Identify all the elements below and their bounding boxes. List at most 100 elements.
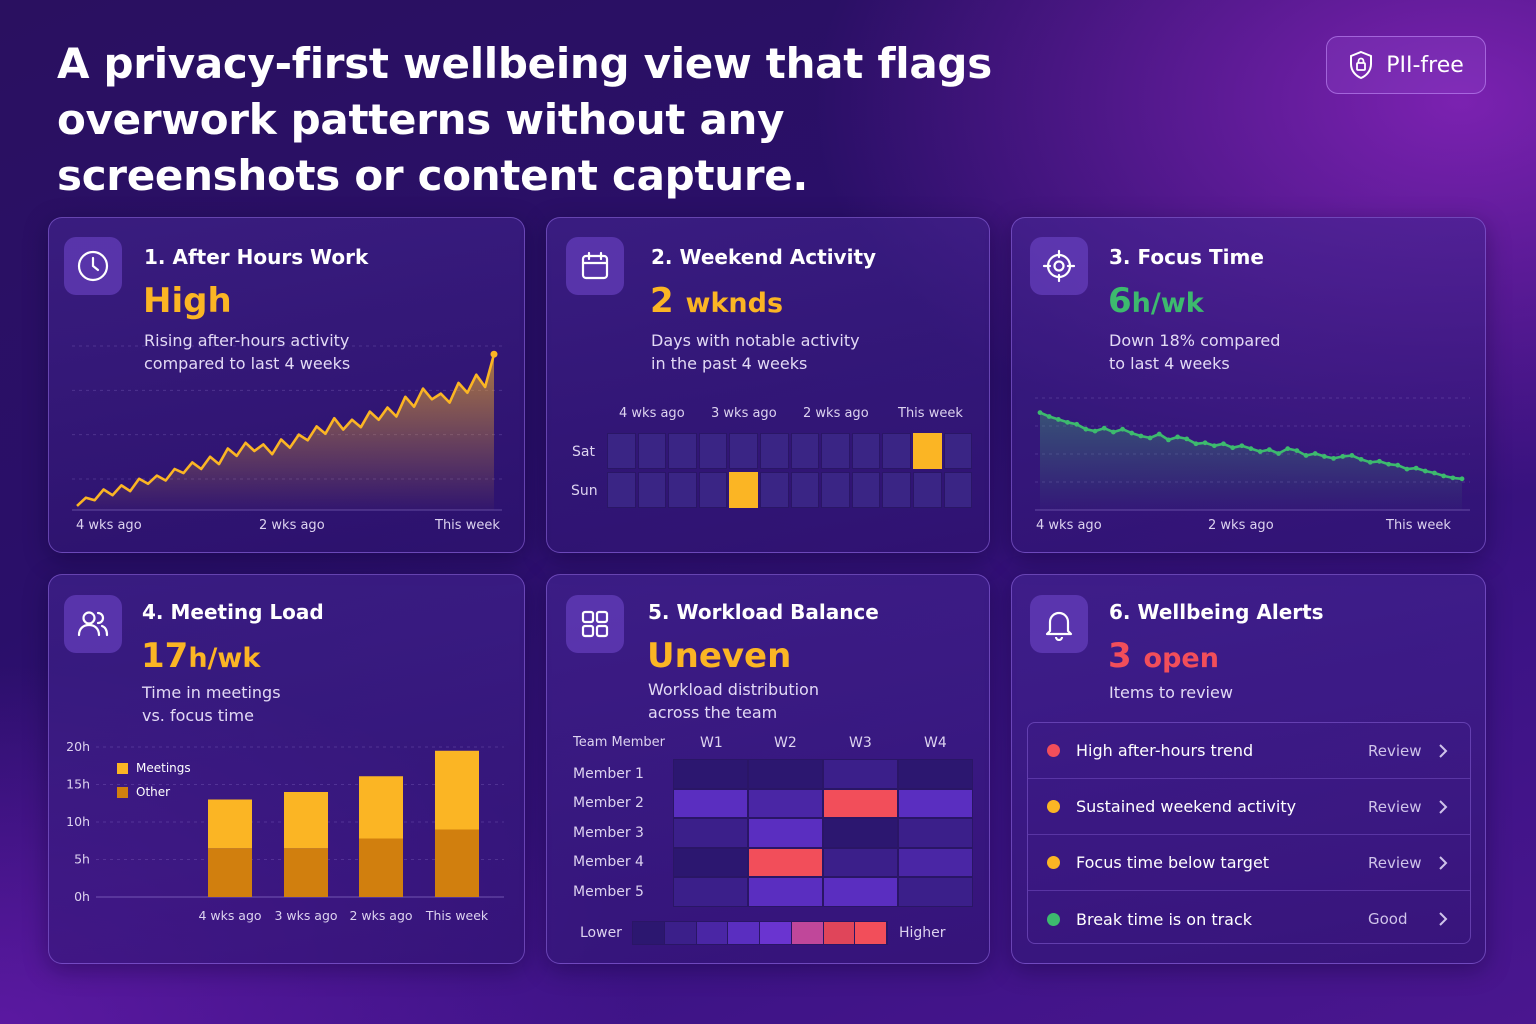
alert-label: Focus time below target bbox=[1076, 853, 1270, 872]
alert-action[interactable]: Review bbox=[1368, 741, 1422, 760]
weekend-cell bbox=[882, 472, 911, 508]
weekend-value-number: 2 bbox=[650, 281, 674, 321]
data-point bbox=[1092, 428, 1098, 434]
focus-trend-chart bbox=[1035, 397, 1470, 511]
x-tick-label: 2 wks ago bbox=[349, 908, 412, 923]
trend-area bbox=[77, 354, 494, 510]
status-dot bbox=[1047, 744, 1060, 757]
weekend-cell bbox=[607, 472, 636, 508]
workload-cell bbox=[823, 759, 898, 789]
workload-cell bbox=[673, 818, 748, 848]
weekend-cell bbox=[729, 433, 758, 469]
weekend-activity-card: 2. Weekend Activity 2 wknds Days with no… bbox=[546, 217, 990, 553]
week-header: W2 bbox=[774, 735, 797, 751]
scale-high-label: Higher bbox=[899, 925, 946, 941]
workload-cell bbox=[673, 788, 748, 818]
data-point bbox=[1221, 441, 1226, 447]
data-point bbox=[1193, 441, 1199, 447]
weekend-cell bbox=[729, 472, 758, 508]
x-tick-label: 4 wks ago bbox=[198, 908, 261, 923]
row-label-sat: Sat bbox=[572, 444, 595, 460]
bar-segment-meetings bbox=[435, 750, 479, 830]
card-title: 1. After Hours Work bbox=[144, 245, 369, 269]
alert-action[interactable]: Review bbox=[1368, 797, 1422, 816]
member-label: Member 4 bbox=[573, 854, 644, 870]
data-point bbox=[1386, 461, 1392, 467]
row-label-sun: Sun bbox=[571, 483, 598, 499]
data-point bbox=[1377, 458, 1382, 464]
data-point bbox=[1257, 449, 1263, 454]
workload-cell bbox=[898, 759, 973, 789]
weekend-cell bbox=[637, 433, 667, 469]
data-point bbox=[1211, 443, 1217, 449]
alert-item[interactable]: Sustained weekend activity Review bbox=[1028, 779, 1470, 835]
axis-label-mid: 2 wks ago bbox=[1208, 518, 1274, 533]
chevron-right-icon[interactable] bbox=[1438, 799, 1470, 815]
y-tick-label: 15h bbox=[66, 777, 90, 792]
people-icon bbox=[64, 595, 122, 653]
data-point bbox=[1266, 447, 1272, 453]
workload-cell bbox=[823, 877, 898, 907]
data-point bbox=[1129, 430, 1135, 436]
scale-swatch bbox=[855, 922, 887, 944]
member-label: Member 3 bbox=[573, 825, 644, 841]
alert-item[interactable]: Break time is on track Good bbox=[1028, 891, 1470, 943]
data-point bbox=[1285, 446, 1291, 452]
week-header: W4 bbox=[924, 735, 947, 751]
bell-icon bbox=[1030, 595, 1088, 653]
y-tick-label: 10h bbox=[66, 814, 90, 829]
x-tick-label: This week bbox=[425, 908, 489, 923]
data-point bbox=[1459, 476, 1465, 482]
workload-cell bbox=[823, 788, 898, 818]
card-title: 5. Workload Balance bbox=[648, 600, 879, 624]
data-point bbox=[1441, 473, 1447, 479]
alert-item[interactable]: Focus time below target Review bbox=[1028, 835, 1470, 891]
color-scale bbox=[632, 921, 888, 945]
alerts-value: 3 open bbox=[1108, 636, 1219, 676]
meetings-description: Time in meetings vs. focus time bbox=[142, 683, 281, 725]
weekend-cell bbox=[943, 433, 973, 469]
data-point bbox=[490, 350, 498, 358]
chevron-right-icon[interactable] bbox=[1438, 743, 1470, 759]
weekend-cell bbox=[668, 472, 697, 508]
axis-label-end: This week bbox=[435, 518, 500, 533]
alert-action[interactable]: Review bbox=[1368, 853, 1422, 872]
scale-swatch bbox=[664, 922, 697, 944]
data-point bbox=[1312, 451, 1318, 456]
badge-label: PII-free bbox=[1386, 52, 1464, 78]
workload-cell bbox=[673, 877, 748, 907]
data-point bbox=[1276, 451, 1281, 456]
pii-free-badge: PII-free bbox=[1326, 36, 1486, 94]
data-point bbox=[1166, 437, 1171, 443]
weekend-cell bbox=[607, 433, 636, 469]
bar-segment-other bbox=[284, 848, 328, 897]
bar-segment-other bbox=[208, 848, 252, 897]
chevron-right-icon[interactable] bbox=[1438, 911, 1470, 927]
after-hours-trend-chart bbox=[72, 345, 502, 511]
data-point bbox=[1120, 426, 1125, 432]
shield-lock-icon bbox=[1350, 50, 1373, 80]
workload-cell bbox=[898, 818, 973, 848]
status-dot bbox=[1047, 856, 1060, 869]
weekend-value: 2 wknds bbox=[650, 281, 783, 321]
workload-cell bbox=[748, 847, 823, 877]
data-point bbox=[1340, 454, 1346, 459]
alert-item[interactable]: High after-hours trend Review bbox=[1028, 723, 1470, 779]
data-point bbox=[1230, 445, 1236, 451]
weekend-cell bbox=[668, 433, 697, 469]
workload-cell bbox=[898, 877, 973, 907]
workload-cell bbox=[748, 877, 823, 907]
data-point bbox=[1404, 466, 1410, 472]
week-label: This week bbox=[898, 406, 963, 421]
status-dot bbox=[1047, 912, 1060, 926]
workload-cell bbox=[823, 818, 898, 848]
data-point bbox=[1074, 421, 1080, 427]
chevron-right-icon[interactable] bbox=[1438, 855, 1470, 871]
alert-action[interactable]: Good bbox=[1368, 910, 1408, 928]
member-label: Member 2 bbox=[573, 795, 644, 811]
week-header: W1 bbox=[700, 735, 723, 751]
weekend-cell bbox=[851, 433, 881, 469]
data-point bbox=[1175, 434, 1181, 440]
focus-value-number: 6 bbox=[1108, 281, 1132, 321]
clock-icon bbox=[64, 237, 122, 295]
